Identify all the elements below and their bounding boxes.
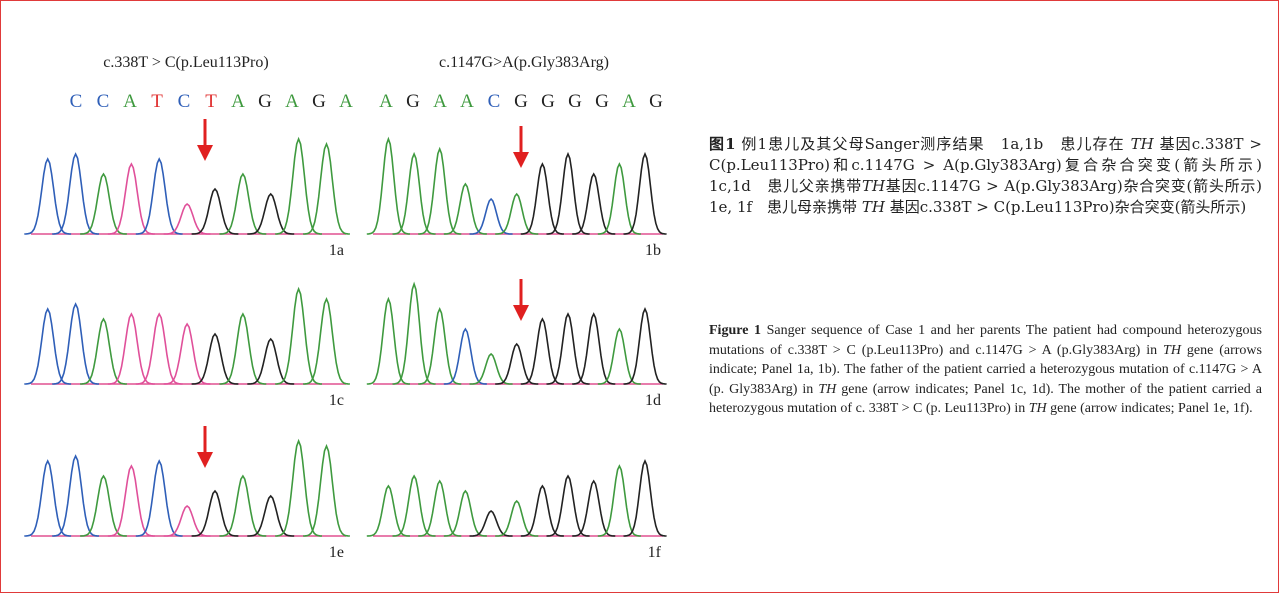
caption-text: TH [1163,343,1181,358]
panel-label: 1f [648,544,662,561]
panel-header: c.1147G>A(p.Gly383Arg) [439,54,609,71]
base-letter: G [406,91,420,112]
base-letter: A [460,91,474,112]
trace-peak [624,309,667,384]
caption-text: TH [1029,401,1047,416]
base-letter: T [151,91,163,112]
panel-label: 1a [329,242,344,259]
trace-peak [444,329,487,384]
trace-peak [444,184,487,234]
base-letter: A [123,91,137,112]
caption-text: TH [862,198,885,216]
caption-label: 图1 [709,135,736,153]
base-letter: C [488,91,501,112]
caption-text: TH [862,177,885,195]
base-letter: C [178,91,191,112]
base-letter: A [622,91,636,112]
base-letter: G [258,91,272,112]
base-letter: C [70,91,83,112]
base-letter: G [514,91,528,112]
panel-label: 1c [329,392,344,409]
arrow-head [197,452,213,468]
trace-peak [247,496,294,536]
trace-peak [247,194,294,234]
panel-header: c.338T > C(p.Leu113Pro) [103,54,268,71]
figure: c.338T > C(p.Leu113Pro)CCATCTAGAGAc.1147… [1,1,681,594]
base-letter: G [312,91,326,112]
base-letter: G [649,91,663,112]
arrow-head [197,145,213,161]
arrow-head [513,305,529,321]
caption-zh: 图1 例1患儿及其父母Sanger测序结果 1a,1b 患儿存在 TH 基因c.… [709,134,1262,218]
trace-peak [219,314,266,384]
arrow-head [513,152,529,168]
base-letter: A [231,91,245,112]
base-letter: C [97,91,110,112]
base-letter: G [595,91,609,112]
trace-peak [219,476,266,536]
caption-text: TH [818,382,836,397]
base-letter: G [568,91,582,112]
trace-peak [247,339,294,384]
caption-text: 例1患儿及其父母Sanger测序结果 1a,1b 患儿存在 [736,135,1131,153]
base-letter: A [433,91,447,112]
trace-peak [219,174,266,234]
base-letter: T [205,91,217,112]
caption-text: gene (arrow indicates; Panel 1e, 1f). [1047,401,1253,416]
base-letter: A [379,91,393,112]
trace-peak [164,506,211,536]
panel-label: 1b [645,242,661,259]
page: c.338T > C(p.Leu113Pro)CCATCTAGAGAc.1147… [0,0,1279,593]
trace-peak [164,204,211,234]
caption-text: 基因c.338T > C(p.Leu113Pro)杂合突变(箭头所示) [885,198,1246,216]
caption-label: Figure 1 [709,323,761,338]
base-letter: G [541,91,555,112]
trace-peak [495,501,538,536]
panel-label: 1d [645,392,661,409]
caption-en: Figure 1 Sanger sequence of Case 1 and h… [709,321,1262,419]
caption-text: TH [1131,135,1154,153]
base-letter: A [285,91,299,112]
base-letter: A [339,91,353,112]
panel-label: 1e [329,544,344,561]
